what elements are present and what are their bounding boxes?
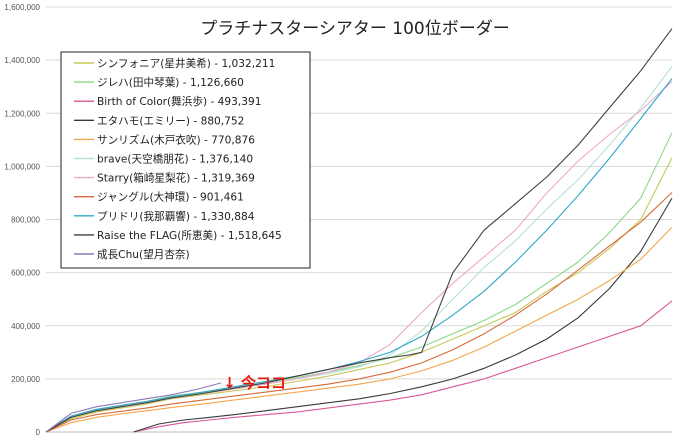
y-tick-label: 1,200,000	[4, 109, 40, 118]
y-tick-label: 1,400,000	[4, 56, 40, 65]
series-line-10	[45, 28, 673, 433]
y-tick-label: 1,600,000	[4, 3, 40, 12]
series-line-9	[45, 78, 673, 433]
series-line-8	[45, 192, 673, 433]
series-lines	[45, 28, 673, 433]
annotation-now: ↓ 今ココ	[223, 374, 286, 392]
series-line-4	[133, 197, 673, 433]
legend-entry-6: brave(天空橋朋花) - 1,376,140	[97, 153, 253, 166]
y-tick-label: 800,000	[11, 216, 40, 225]
y-tick-label: 400,000	[11, 322, 40, 331]
legend-entry-3: Birth of Color(舞浜歩) - 493,391	[97, 95, 261, 108]
legend-box	[60, 51, 311, 269]
y-tick-label: 600,000	[11, 269, 40, 278]
legend-entry-11: 成長Chu(望月杏奈)	[97, 248, 190, 261]
legend-entry-4: エタハモ(エミリー) - 880,752	[97, 115, 244, 127]
legend-entry-9: プリドリ(我那覇響) - 1,330,884	[97, 210, 255, 223]
chart-title: プラチナスターシアター 100位ボーダー	[200, 19, 510, 39]
legend-entry-2: ジレハ(田中琴葉) - 1,126,660	[97, 76, 244, 89]
legend-entry-1: シンフォニア(星井美希) - 1,032,211	[97, 57, 275, 70]
y-tick-label: 1,000,000	[4, 162, 40, 171]
legend-entry-10: Raise the FLAG(所恵美) - 1,518,645	[97, 229, 282, 242]
y-axis-ticks: 0 200,000 400,000 600,000 800,000 1,000,000 1,…	[4, 3, 40, 437]
y-tick-label: 200,000	[11, 375, 40, 384]
series-line-5	[45, 226, 673, 433]
series-line-11	[45, 382, 222, 433]
legend: シンフォニア(星井美希) - 1,032,211 ジレハ(田中琴葉) - 1,12…	[60, 51, 311, 269]
series-line-3	[133, 300, 673, 433]
legend-entry-8: ジャングル(大神環) - 901,461	[97, 191, 244, 204]
legend-entry-5: サンリズム(木戸衣吹) - 770,876	[97, 133, 255, 146]
y-tick-label: 0	[36, 428, 41, 437]
legend-entry-7: Starry(箱崎星梨花) - 1,319,369	[97, 172, 255, 185]
